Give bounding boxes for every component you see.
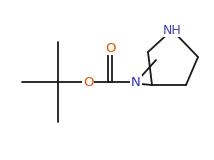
Text: NH: NH (163, 24, 181, 36)
Text: O: O (83, 76, 93, 88)
Text: N: N (131, 76, 141, 88)
Text: O: O (105, 41, 115, 55)
